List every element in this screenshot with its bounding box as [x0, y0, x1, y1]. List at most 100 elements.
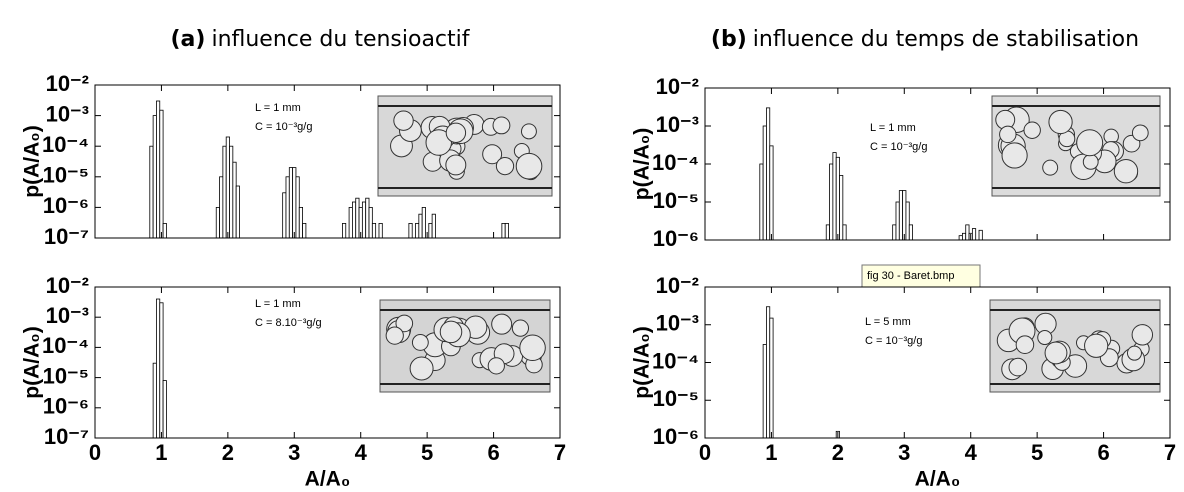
figure: fig 30 - Baret.bmp 10⁻⁷10⁻⁶10⁻⁵10⁻⁴10⁻³1… — [0, 0, 1184, 492]
bar — [236, 186, 239, 238]
bar — [909, 225, 912, 240]
bar — [163, 381, 166, 438]
bar — [766, 307, 769, 438]
bar — [763, 344, 766, 438]
bubble — [386, 327, 403, 344]
y-tick-label: 10⁻⁶ — [43, 394, 89, 419]
bubble — [492, 314, 512, 334]
bar — [843, 225, 846, 240]
y-tick-label: 10⁻⁴ — [652, 150, 699, 175]
bar — [763, 126, 766, 240]
bar — [156, 101, 159, 238]
bar — [283, 193, 286, 238]
bar — [220, 177, 223, 238]
x-tick-label: 2 — [222, 440, 234, 465]
bar — [770, 146, 773, 240]
bar — [303, 223, 306, 238]
x-tick-label: 3 — [288, 440, 300, 465]
bar — [362, 202, 365, 238]
annotation: L = 5 mm — [865, 316, 911, 328]
bar — [216, 207, 219, 238]
bubble — [1000, 126, 1016, 142]
bubble — [440, 321, 462, 343]
panel-label: (b) — [711, 27, 747, 52]
title-text: influence du temps de stabilisation — [753, 27, 1139, 52]
bar — [369, 207, 372, 238]
y-tick-label: 10⁻² — [656, 74, 699, 99]
bar — [372, 223, 375, 238]
bar — [766, 108, 769, 240]
title-text: influence du tensioactif — [211, 27, 470, 52]
bar — [962, 233, 965, 240]
bar — [160, 110, 163, 238]
x-tick-label: 0 — [699, 440, 711, 465]
bubble — [1009, 358, 1027, 376]
x-tick-label: 7 — [554, 440, 566, 465]
x-tick-label: 1 — [765, 440, 777, 465]
annotation: L = 1 mm — [870, 122, 916, 134]
bubble — [512, 320, 528, 336]
y-tick-label: 10⁻⁴ — [42, 333, 89, 358]
bar — [903, 191, 906, 240]
bubble — [446, 155, 466, 175]
bubble — [1077, 130, 1103, 156]
bubble — [493, 117, 510, 134]
bar — [153, 363, 156, 438]
bar — [505, 223, 508, 238]
bar — [899, 191, 902, 240]
bubble — [1132, 325, 1152, 345]
bar — [230, 146, 233, 238]
y-axis-label: p(A/A₀) — [631, 128, 654, 200]
x-tick-label: 1 — [155, 440, 167, 465]
bar — [379, 223, 382, 238]
bar — [966, 225, 969, 240]
bar — [156, 299, 159, 438]
bubble — [520, 335, 546, 361]
y-tick-label: 10⁻² — [656, 273, 699, 298]
bar — [226, 137, 229, 238]
y-tick-label: 10⁻³ — [656, 112, 699, 137]
bubble — [1049, 110, 1072, 133]
bubble — [1043, 160, 1058, 175]
bar — [160, 303, 163, 438]
x-tick-label: 6 — [1097, 440, 1109, 465]
bubble — [410, 357, 433, 380]
bubble — [1045, 342, 1067, 364]
x-tick-label: 0 — [89, 440, 101, 465]
bar — [233, 162, 236, 238]
annotation: C = 10⁻³g/g — [255, 121, 312, 133]
bar — [429, 223, 432, 238]
bar — [830, 164, 833, 240]
bar — [896, 202, 899, 240]
x-tick-label: 5 — [1031, 440, 1043, 465]
y-tick-label: 10⁻⁷ — [44, 424, 89, 449]
bar — [906, 202, 909, 240]
bar — [409, 223, 412, 238]
x-tick-label: 5 — [421, 440, 433, 465]
y-tick-label: 10⁻³ — [46, 101, 89, 126]
bar — [352, 202, 355, 238]
x-tick-label: 4 — [965, 440, 978, 465]
y-tick-label: 10⁻³ — [656, 311, 699, 336]
bar — [833, 153, 836, 240]
tooltip: fig 30 - Baret.bmp — [862, 265, 980, 287]
bar — [289, 168, 292, 238]
bar — [826, 225, 829, 240]
annotation: L = 1 mm — [255, 298, 301, 310]
bar — [163, 223, 166, 238]
bubble — [446, 123, 465, 142]
bubble — [1083, 154, 1098, 169]
annotation: C = 10⁻³g/g — [870, 141, 927, 153]
y-tick-label: 10⁻⁶ — [43, 193, 89, 218]
y-tick-label: 10⁻² — [46, 71, 89, 96]
bubble — [488, 358, 504, 374]
bar — [286, 177, 289, 238]
bubble — [1038, 330, 1052, 344]
y-axis-label: p(A/A₀) — [631, 326, 654, 398]
bubble — [1002, 143, 1027, 168]
y-tick-label: 10⁻⁴ — [42, 132, 89, 157]
bar — [349, 207, 352, 238]
annotation: C = 8.10⁻³g/g — [255, 317, 322, 329]
x-axis-label: A/A₀ — [915, 468, 961, 491]
bar — [840, 175, 843, 240]
